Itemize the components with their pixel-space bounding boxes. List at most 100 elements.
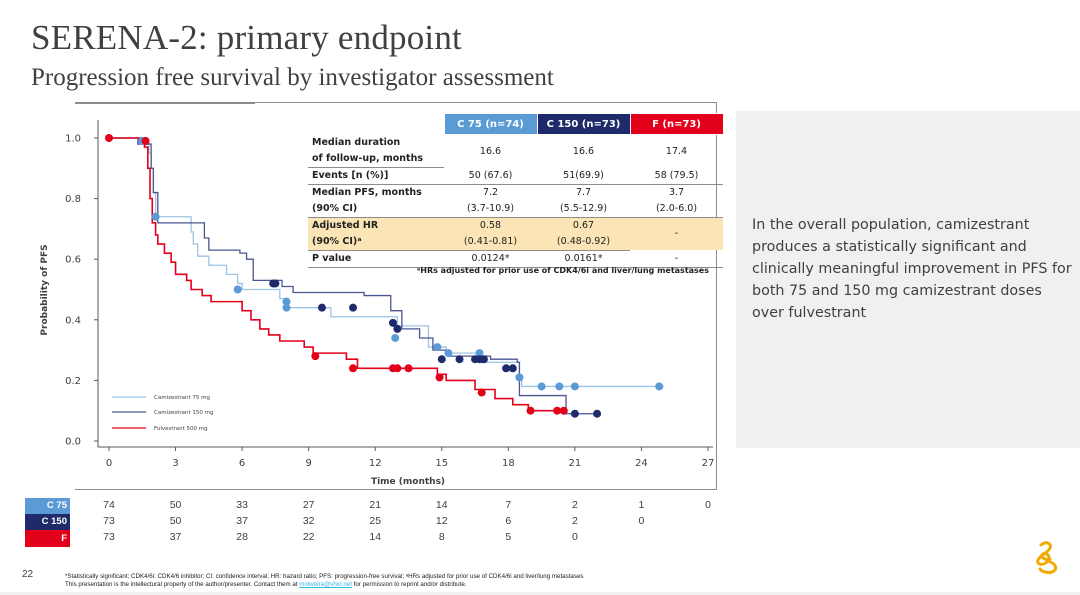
stats-cell: 0.67 — [537, 217, 630, 234]
km-curve-f — [109, 137, 564, 412]
censor-mark-c75 — [151, 212, 160, 221]
y-tick-label: 0.2 — [65, 376, 81, 387]
censor-mark-c75 — [475, 349, 484, 358]
y-tick-label: 1.0 — [65, 134, 81, 145]
stats-cell: 3.7 — [668, 187, 685, 198]
censor-mark-c75 — [555, 382, 564, 391]
stats-row-label: Median duration — [312, 137, 401, 148]
stats-cell: 0.0124* — [444, 250, 537, 268]
censor-mark-c75 — [233, 285, 242, 294]
footnote-copyright-pre: This presentation is the intellectural p… — [65, 581, 300, 588]
censor-mark-c75 — [515, 373, 524, 382]
stats-row: of follow-up, months — [308, 150, 723, 168]
x-axis-title: Time (months) — [371, 477, 445, 487]
km-curve-c150 — [109, 137, 598, 415]
stats-cell: - — [630, 250, 723, 268]
stats-header-c75: C 75 (n=74) — [443, 113, 538, 135]
stats-header-c150: C 150 (n=73) — [536, 113, 631, 135]
stats-cell: 16.6 — [479, 145, 502, 157]
risk-value: 21 — [369, 499, 382, 511]
legend-label-c150: Camizestrant 150 mg — [154, 410, 214, 416]
stats-row-label: Median PFS, months — [312, 187, 422, 198]
censor-mark-c75 — [433, 343, 442, 352]
contact-email-link[interactable]: moliveira@vhio.net — [299, 581, 352, 588]
legend-label-f: Fulvestrant 500 mg — [154, 426, 208, 432]
risk-value: 32 — [302, 515, 315, 527]
censor-mark-f — [553, 406, 562, 415]
stats-header-f: F (n=73) — [629, 113, 724, 135]
slide-title: SERENA-2: primary endpoint — [31, 18, 462, 57]
stats-row-label: (90% CI) — [308, 200, 444, 218]
censor-mark-f — [559, 406, 568, 415]
y-tick-label: 0.8 — [65, 194, 81, 205]
stats-row: Events [n (%)] 50 (67.6) 51(69.9) 58 (79.5) — [308, 167, 723, 185]
x-tick-label: 6 — [239, 458, 245, 469]
x-tick-label: 21 — [569, 458, 582, 469]
x-tick-label: 18 — [502, 458, 515, 469]
censor-mark-c150 — [593, 409, 602, 418]
risk-row-label: C 75 — [25, 498, 70, 514]
stats-row-label: (90% CI)ᵃ — [308, 233, 444, 251]
censor-mark-c75 — [282, 303, 291, 312]
stats-row: P value 0.0124* 0.0161* - — [308, 250, 723, 268]
stats-row-label: P value — [308, 250, 444, 268]
censor-mark-c150 — [570, 409, 579, 418]
risk-value: 12 — [435, 515, 448, 527]
astrazeneca-logo-icon — [1036, 541, 1058, 574]
censor-mark-c150 — [479, 355, 488, 364]
stats-row: Median PFS, months 7.2 7.7 3.7 — [308, 184, 723, 201]
risk-row-label: C 150 — [25, 514, 70, 530]
stats-cell: 0.0161* — [537, 250, 630, 268]
stats-cell: 17.4 — [665, 145, 688, 157]
footnote-copyright: This presentation is the intellectural p… — [65, 581, 466, 588]
risk-value: 73 — [103, 515, 115, 527]
stats-cell: (3.7-10.9) — [444, 200, 537, 218]
stats-row: Median duration 16.6 16.6 17.4 — [308, 135, 723, 157]
stats-row: Adjusted HR 0.58 0.67- — [308, 217, 723, 250]
risk-value: 7 — [505, 499, 512, 511]
x-tick-label: 12 — [369, 458, 382, 469]
risk-value: 0 — [571, 531, 578, 543]
stats-cell: 7.7 — [575, 187, 592, 198]
chart-frame — [75, 102, 717, 490]
stats-cell: (0.41-0.81) — [444, 233, 537, 251]
risk-value: 0 — [705, 499, 711, 511]
stats-cell: 0.58 — [444, 217, 537, 234]
stats-row-label: Events [n (%)] — [308, 167, 444, 185]
censor-mark-c150 — [502, 364, 511, 373]
risk-value: 25 — [369, 515, 382, 527]
censor-mark-c75 — [391, 333, 400, 342]
censor-mark-c75 — [655, 382, 664, 391]
censor-mark-c150 — [393, 324, 402, 333]
censor-mark-f — [141, 137, 150, 146]
risk-row-label: F — [25, 530, 70, 547]
censor-mark-c75 — [444, 349, 453, 358]
footnote-copyright-post: for permission to reprint and/or distrib… — [351, 581, 467, 588]
risk-value: 14 — [435, 499, 448, 511]
risk-value: 73 — [103, 531, 115, 543]
risk-value: 50 — [169, 515, 182, 527]
risk-value: 50 — [169, 499, 182, 511]
censor-mark-f — [526, 406, 535, 415]
risk-value: 1 — [638, 499, 645, 511]
censor-mark-c150 — [271, 279, 280, 288]
bottom-rule — [0, 592, 1080, 595]
stats-row: (90% CI)ᵃ (0.41-0.81) (0.48-0.92) — [308, 233, 723, 251]
stats-table: C 75 (n=74) C 150 (n=73) F (n=73) Median… — [308, 113, 724, 268]
censor-mark-f — [393, 364, 402, 373]
risk-value: 2 — [571, 499, 578, 511]
censor-mark-f — [349, 364, 358, 373]
censor-mark-c150 — [349, 303, 358, 312]
censor-mark-c150 — [317, 303, 326, 312]
x-tick-label: 15 — [435, 458, 448, 469]
stats-row-label: of follow-up, months — [308, 150, 444, 168]
risk-value: 27 — [302, 499, 315, 511]
risk-value: 0 — [638, 515, 645, 527]
y-axis-title: Probability of PFS — [40, 244, 50, 335]
x-tick-label: 3 — [172, 458, 178, 469]
stats-cell: 51(69.9) — [537, 167, 630, 185]
stats-cell: 58 (79.5) — [630, 167, 723, 185]
slide-subtitle: Progression free survival by investigato… — [31, 64, 554, 91]
censor-mark-c75 — [570, 382, 579, 391]
risk-value: 37 — [236, 515, 248, 527]
